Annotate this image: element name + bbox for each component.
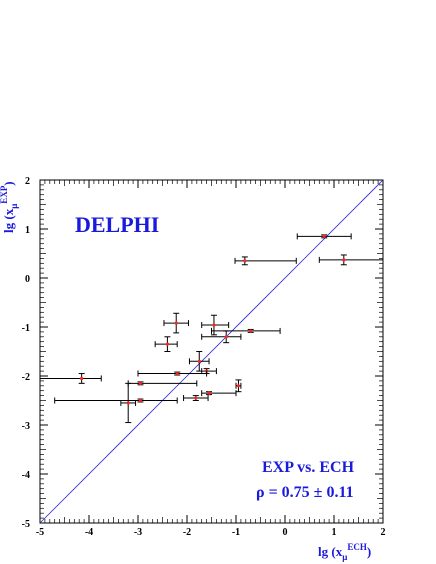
diagonal-reference-line <box>39 179 384 524</box>
x-axis-label-close: ) <box>367 544 371 559</box>
x-tick-label: -5 <box>36 527 44 538</box>
point-marker <box>138 381 143 385</box>
x-tick-label: 1 <box>332 527 337 538</box>
comparison-label: EXP vs. ECH <box>262 459 355 476</box>
x-axis-label-sup: ECH <box>347 542 367 552</box>
data-point <box>127 380 198 387</box>
data-point <box>183 395 209 402</box>
point-marker <box>243 259 247 263</box>
data-point <box>211 327 281 334</box>
y-tick-label: 0 <box>25 274 30 285</box>
point-marker <box>207 391 211 395</box>
x-tick-label: 0 <box>283 527 288 538</box>
data-point <box>54 397 178 404</box>
x-tick-label: -2 <box>183 527 191 538</box>
point-marker <box>165 342 169 346</box>
data-point <box>234 256 297 266</box>
point-marker <box>322 234 326 238</box>
y-tick-label: -4 <box>22 470 30 481</box>
y-tick-label: 1 <box>25 225 30 236</box>
y-axis-label-sub: μ <box>9 204 19 209</box>
axis-ticks: -5 -4 -3 -2 -1 0 1 2 -5 -4 -3 -2 -1 0 1 2 <box>22 176 386 538</box>
point-marker <box>236 384 241 388</box>
x-tick-label: -3 <box>134 527 142 538</box>
point-marker <box>249 329 253 333</box>
point-marker <box>342 258 346 262</box>
data-point <box>201 390 237 397</box>
y-axis-label: lg (xμEXP) <box>0 181 19 233</box>
data-point <box>188 351 210 372</box>
y-axis-label-sup: EXP <box>0 185 9 204</box>
x-axis-label-sub: μ <box>342 552 347 562</box>
y-axis-label-base: lg (x <box>1 208 16 233</box>
y-tick-label: -3 <box>22 421 30 432</box>
point-marker <box>194 396 198 400</box>
point-marker <box>138 398 143 403</box>
x-tick-label: -1 <box>232 527 240 538</box>
data-point <box>39 373 102 384</box>
data-point <box>201 330 242 344</box>
correlation-label: ρ = 0.75 ± 0.11 <box>256 484 354 501</box>
point-marker <box>175 371 179 376</box>
point-marker <box>212 323 216 327</box>
point-marker <box>174 321 178 325</box>
x-tick-label: 2 <box>381 527 386 538</box>
experiment-label: DELPHI <box>75 212 159 237</box>
y-axis-label-close: ) <box>1 181 16 185</box>
x-axis-label-base: lg (x <box>318 544 343 559</box>
data-point <box>163 312 189 334</box>
point-marker <box>80 376 84 381</box>
point-marker <box>197 359 201 363</box>
point-marker <box>126 401 130 405</box>
x-tick-label: -4 <box>85 527 93 538</box>
y-tick-label: -2 <box>22 372 30 383</box>
data-points <box>39 233 384 424</box>
data-point <box>154 336 178 352</box>
y-tick-label: -1 <box>22 323 30 334</box>
data-point <box>120 382 137 424</box>
data-point <box>318 254 384 266</box>
data-point <box>137 370 208 377</box>
x-axis-label: lg (xμECH) <box>318 542 371 562</box>
data-point <box>296 233 352 240</box>
y-tick-label: 2 <box>25 176 30 187</box>
data-point <box>235 379 242 393</box>
y-tick-label: -5 <box>22 519 30 530</box>
data-point <box>201 314 230 336</box>
point-marker <box>224 335 228 339</box>
